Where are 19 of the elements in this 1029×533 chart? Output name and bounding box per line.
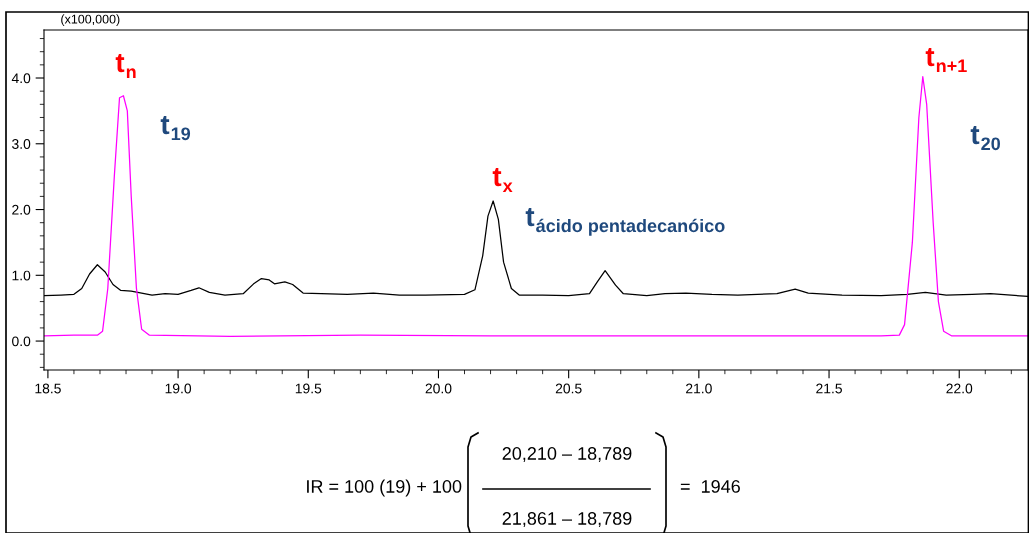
x-tick-label: 19.0	[165, 383, 192, 394]
x-tick-label: 18.5	[35, 383, 61, 394]
x-tick-label: 20.5	[555, 383, 582, 394]
line-series	[44, 76, 1028, 338]
y-tick-label: 3.0	[12, 139, 31, 149]
text: 21,861 – 18,789	[502, 512, 632, 527]
text: 20,210 – 18,789	[502, 447, 632, 462]
y-tick-label: 4.0	[11, 73, 31, 84]
y-tick-label: 2.0	[12, 204, 31, 215]
text: (x100,000)	[61, 14, 120, 26]
x-tick-label: 21.0	[686, 383, 712, 394]
y-tick-label: 1.0	[12, 270, 31, 281]
text: IR = 100 (19) + 100	[307, 479, 462, 497]
x-tick-label: 22.0	[946, 383, 973, 394]
x-tick-label: 20.0	[425, 383, 452, 394]
y-tick-label: 0.0	[12, 336, 31, 347]
text: = 1946	[680, 480, 740, 493]
x-tick-label: 21.5	[816, 383, 842, 394]
x-tick-label: 19.5	[295, 383, 322, 394]
